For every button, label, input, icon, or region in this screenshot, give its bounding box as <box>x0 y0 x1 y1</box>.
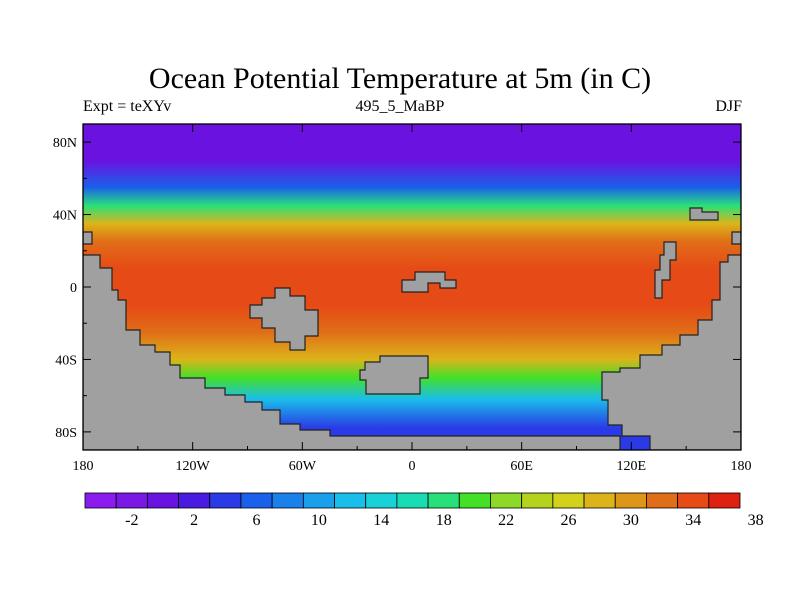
lat-tick-label: 40S <box>55 353 77 368</box>
colorbar-box <box>490 492 523 509</box>
colorbar-label: 22 <box>498 512 514 529</box>
lon-tick-label: 60W <box>289 459 317 474</box>
colorbar-box <box>209 492 242 509</box>
equatorial-island-landmass <box>401 271 457 293</box>
west-america-landmass <box>83 254 621 450</box>
colorbar-box <box>365 492 398 509</box>
lat-tick-label: 0 <box>70 281 77 296</box>
colorbar-box <box>458 492 491 509</box>
lon-tick-label: 180 <box>731 459 752 474</box>
southern-island-landmass <box>359 355 429 395</box>
east-asia-australia-landmass <box>601 254 741 450</box>
colorbar-box <box>552 492 585 509</box>
colorbar-box <box>84 492 117 509</box>
colorbar-box <box>334 492 367 509</box>
lat-tick-label: 80N <box>53 136 77 151</box>
lon-tick-label: 0 <box>409 459 416 474</box>
lon-tick-label: 60E <box>510 459 533 474</box>
colorbar-label: 38 <box>748 512 764 529</box>
colorbar-label: 26 <box>560 512 576 529</box>
colorbar-box <box>427 492 460 509</box>
lon-tick-label: 120E <box>617 459 647 474</box>
colorbar-box <box>178 492 211 509</box>
colorbar-labels: -226101418222630343842 <box>125 512 764 529</box>
experiment-label: Expt = teXYv <box>83 98 172 115</box>
east-coast-island-landmass <box>731 231 741 245</box>
colorbar-box <box>271 492 304 509</box>
eastern-island-landmass <box>654 241 677 299</box>
lat-tick-label: 80S <box>55 426 77 441</box>
colorbar-label: 34 <box>685 512 701 529</box>
lat-tick-label: 40N <box>53 209 77 224</box>
colorbar-box <box>614 492 647 509</box>
axis-ticks <box>82 124 742 450</box>
colorbar <box>84 492 741 509</box>
axis-labels: 80N 40N 0 40S 80S 180 120W 60W 0 60E 120E 180 <box>53 136 752 474</box>
colorbar-box <box>302 492 335 509</box>
landmasses <box>83 207 741 450</box>
northern-island-landmass <box>689 207 719 221</box>
colorbar-box <box>677 492 710 509</box>
colorbar-box <box>396 492 429 509</box>
west-coast-island-landmass <box>83 231 93 245</box>
lon-tick-label: 120W <box>176 459 211 474</box>
colorbar-label: 30 <box>623 512 639 529</box>
map-title: Ocean Potential Temperature at 5m (in C) <box>148 62 652 95</box>
colorbar-box <box>146 492 179 509</box>
colorbar-box <box>521 492 554 509</box>
central-continent-landmass <box>249 287 319 351</box>
colorbar-box <box>240 492 273 509</box>
colorbar-box <box>583 492 616 509</box>
colorbar-box <box>708 492 741 509</box>
colorbar-box <box>646 492 679 509</box>
colorbar-box <box>115 492 148 509</box>
colorbar-label: 14 <box>373 512 389 529</box>
season-label: DJF <box>715 98 742 115</box>
colorbar-label: 2 <box>190 512 198 529</box>
lon-tick-label: 180 <box>73 459 94 474</box>
colorbar-label: 10 <box>311 512 327 529</box>
colorbar-label: 6 <box>253 512 261 529</box>
period-label: 495_5_MaBP <box>355 98 445 115</box>
colorbar-label: -2 <box>125 512 138 529</box>
colorbar-label: 18 <box>436 512 452 529</box>
